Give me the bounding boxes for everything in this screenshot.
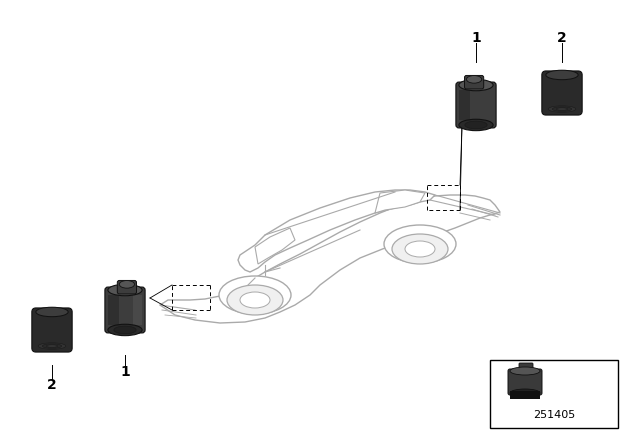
Ellipse shape <box>46 345 58 347</box>
Text: 1: 1 <box>471 31 481 45</box>
Ellipse shape <box>240 292 270 308</box>
FancyBboxPatch shape <box>105 287 145 333</box>
Ellipse shape <box>108 324 142 336</box>
Ellipse shape <box>119 280 134 288</box>
FancyBboxPatch shape <box>456 82 496 128</box>
Ellipse shape <box>392 234 448 264</box>
Ellipse shape <box>510 389 540 397</box>
Polygon shape <box>132 295 142 325</box>
Polygon shape <box>160 195 500 323</box>
Ellipse shape <box>38 343 66 349</box>
Bar <box>490 360 618 428</box>
Ellipse shape <box>42 344 61 349</box>
Ellipse shape <box>467 76 482 83</box>
Ellipse shape <box>459 119 493 131</box>
Text: 251405: 251405 <box>533 410 575 420</box>
Ellipse shape <box>556 108 568 110</box>
FancyBboxPatch shape <box>465 75 484 89</box>
Ellipse shape <box>405 241 435 257</box>
Polygon shape <box>255 228 295 264</box>
Polygon shape <box>375 190 425 213</box>
FancyBboxPatch shape <box>519 363 533 372</box>
Bar <box>510 391 540 399</box>
Ellipse shape <box>552 107 572 112</box>
Text: 1: 1 <box>120 365 130 379</box>
Ellipse shape <box>36 307 68 317</box>
Ellipse shape <box>114 326 136 334</box>
FancyBboxPatch shape <box>508 369 542 395</box>
Ellipse shape <box>510 367 540 375</box>
Ellipse shape <box>459 79 493 91</box>
Ellipse shape <box>108 284 142 296</box>
FancyBboxPatch shape <box>542 71 582 115</box>
Polygon shape <box>108 295 119 325</box>
Ellipse shape <box>465 121 487 129</box>
Ellipse shape <box>384 225 456 263</box>
Text: 2: 2 <box>47 378 57 392</box>
Polygon shape <box>459 90 470 120</box>
Polygon shape <box>238 190 435 272</box>
FancyBboxPatch shape <box>117 280 136 294</box>
FancyBboxPatch shape <box>32 308 72 352</box>
Text: 2: 2 <box>557 31 567 45</box>
Ellipse shape <box>546 70 578 80</box>
Ellipse shape <box>219 276 291 314</box>
Ellipse shape <box>227 285 283 315</box>
Ellipse shape <box>548 106 576 112</box>
